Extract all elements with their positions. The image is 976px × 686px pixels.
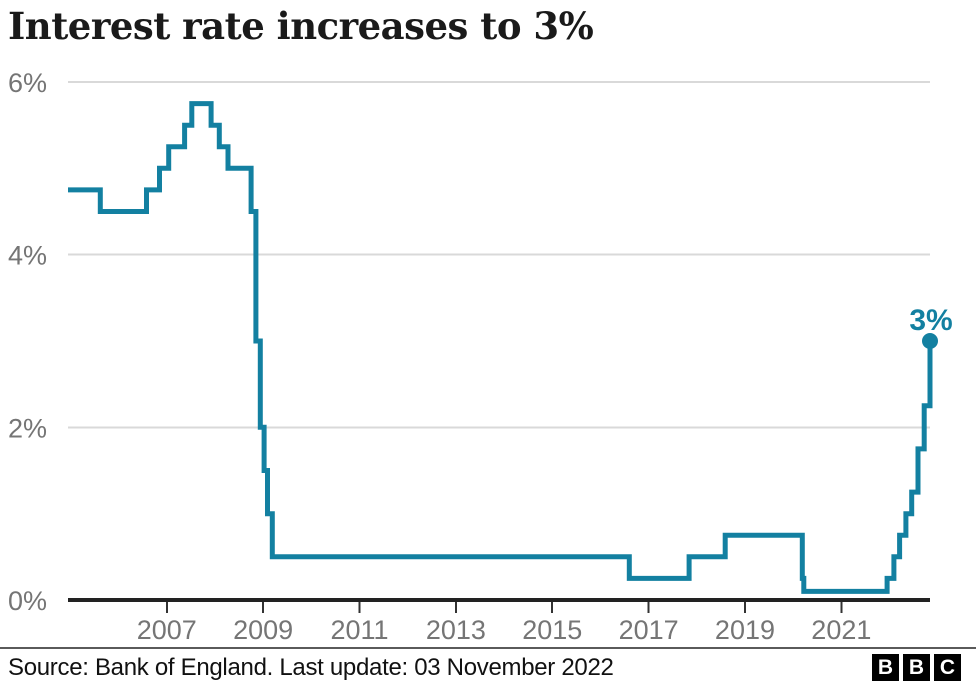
end-value-label: 3% [909,304,952,337]
rate-line [68,101,933,594]
chart-canvas: 0% 2% 4% 6% 2007 2009 2011 2013 2015 2017 2019 2021… [8,68,953,645]
x-tick-label: 2011 [330,615,388,645]
y-tick-label: 2% [8,413,47,443]
y-tick-label: 0% [8,586,47,616]
x-tick-label: 2019 [715,615,775,645]
x-tick-label: 2009 [233,615,293,645]
source-text: Source: Bank of England. Last update: 03… [8,653,614,681]
x-tick-label: 2017 [619,615,679,645]
chart-title: Interest rate increases to 3% [8,4,594,48]
end-point-dot [922,333,938,349]
bbc-logo: B B C [872,654,961,681]
x-tick-label: 2015 [522,615,582,645]
y-tick-label: 4% [8,241,47,271]
x-tick-label: 2007 [137,615,197,645]
x-tick-label: 2013 [426,615,486,645]
x-tick-label: 2021 [811,615,871,645]
bbc-logo-block-3: C [934,654,961,681]
bbc-logo-block-1: B [872,654,899,681]
y-tick-label: 6% [8,68,47,98]
bbc-logo-block-2: B [903,654,930,681]
footer: Source: Bank of England. Last update: 03… [0,647,976,686]
